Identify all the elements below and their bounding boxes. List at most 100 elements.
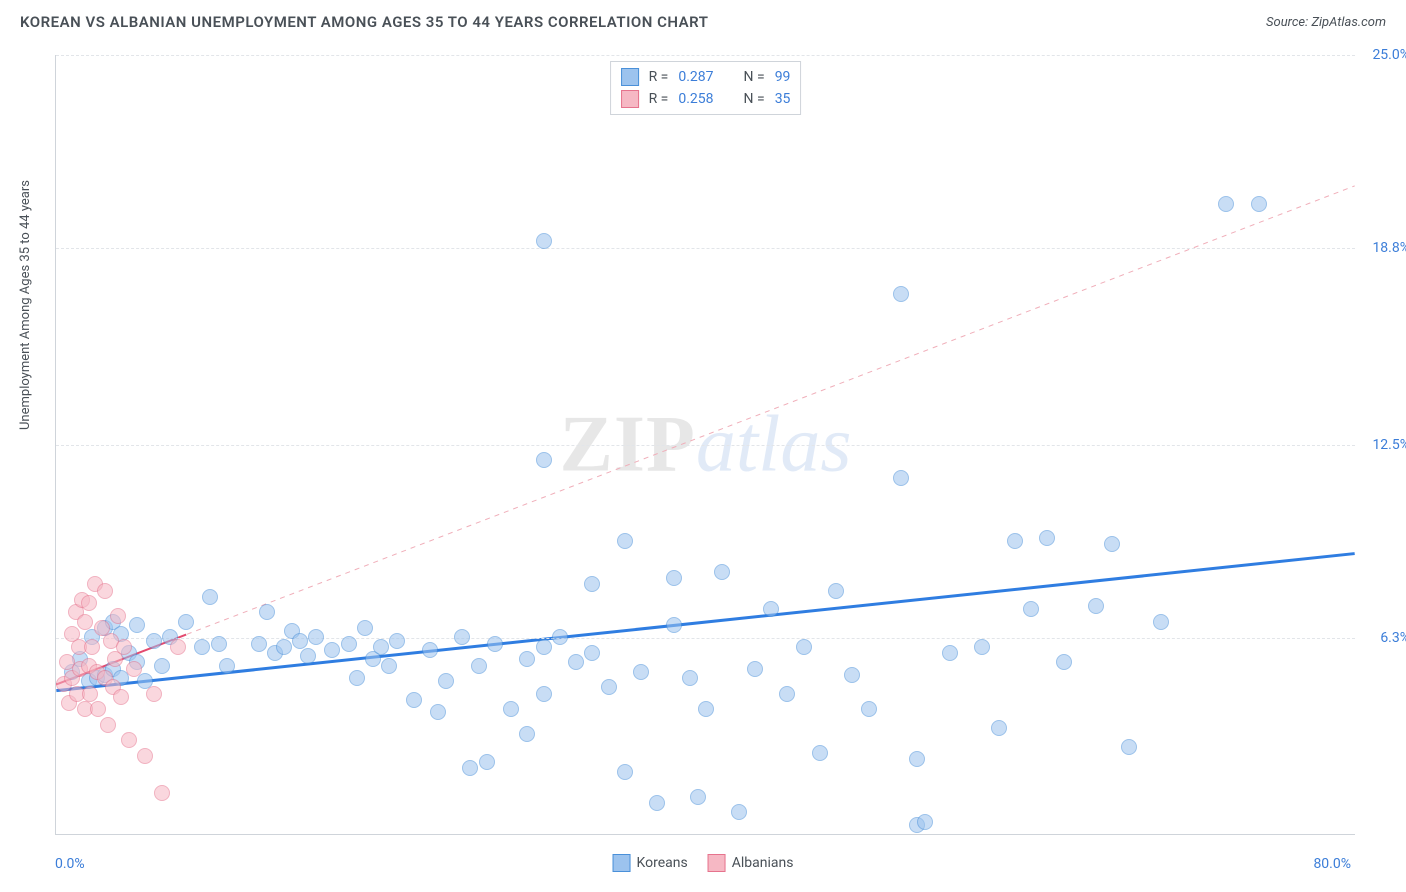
data-point-koreans (259, 604, 275, 620)
data-point-albanians (64, 626, 80, 642)
legend-label: Koreans (637, 855, 688, 871)
n-value: 35 (775, 91, 791, 107)
data-point-koreans (917, 814, 933, 830)
data-point-albanians (113, 689, 129, 705)
data-point-koreans (536, 452, 552, 468)
data-point-koreans (617, 533, 633, 549)
data-point-koreans (1121, 739, 1137, 755)
data-point-koreans (365, 651, 381, 667)
data-point-koreans (113, 670, 129, 686)
data-point-koreans (202, 589, 218, 605)
data-point-koreans (909, 817, 925, 833)
data-point-albanians (103, 633, 119, 649)
data-point-koreans (146, 633, 162, 649)
trend-line (56, 635, 186, 685)
data-point-albanians (61, 695, 77, 711)
data-point-koreans (113, 626, 129, 642)
data-point-albanians (154, 785, 170, 801)
legend-item-albanians: Albanians (708, 854, 794, 872)
data-point-koreans (601, 679, 617, 695)
data-point-koreans (893, 470, 909, 486)
source-text: Source: ZipAtlas.com (1266, 15, 1386, 30)
data-point-koreans (300, 648, 316, 664)
data-point-albanians (137, 748, 153, 764)
x-tick-end: 80.0% (1313, 856, 1351, 872)
data-point-koreans (324, 642, 340, 658)
data-point-koreans (292, 633, 308, 649)
scatter-plot: ZIPatlas R =0.287N =99R =0.258N =35 6.3%… (55, 55, 1355, 835)
data-point-koreans (1088, 598, 1104, 614)
data-point-koreans (731, 804, 747, 820)
data-point-koreans (406, 692, 422, 708)
header-bar: KOREAN VS ALBANIAN UNEMPLOYMENT AMONG AG… (0, 0, 1406, 44)
data-point-koreans (129, 654, 145, 670)
data-point-koreans (389, 633, 405, 649)
data-point-koreans (568, 654, 584, 670)
data-point-koreans (284, 623, 300, 639)
data-point-albanians (59, 654, 75, 670)
y-tick-label: 6.3% (1380, 630, 1406, 646)
data-point-albanians (121, 732, 137, 748)
data-point-albanians (107, 651, 123, 667)
data-point-koreans (1056, 654, 1072, 670)
data-point-koreans (154, 658, 170, 674)
r-value: 0.258 (678, 91, 713, 107)
data-point-koreans (991, 720, 1007, 736)
data-point-koreans (909, 751, 925, 767)
data-point-koreans (974, 639, 990, 655)
n-value: 99 (775, 69, 791, 85)
data-point-koreans (584, 645, 600, 661)
legend-item-koreans: Koreans (613, 854, 688, 872)
y-tick-label: 12.5% (1372, 437, 1406, 453)
n-label: N = (744, 69, 765, 85)
data-point-koreans (471, 658, 487, 674)
series-legend: Koreans Albanians (613, 854, 794, 872)
data-point-koreans (1251, 196, 1267, 212)
data-point-albanians (116, 639, 132, 655)
data-point-koreans (267, 645, 283, 661)
data-point-albanians (126, 661, 142, 677)
data-point-koreans (812, 745, 828, 761)
x-tick-start: 0.0% (55, 856, 85, 872)
r-value: 0.287 (678, 69, 713, 85)
data-point-koreans (373, 639, 389, 655)
data-point-koreans (178, 614, 194, 630)
watermark-zip: ZIP (560, 400, 696, 488)
data-point-koreans (1007, 533, 1023, 549)
data-point-koreans (219, 658, 235, 674)
y-tick-label: 25.0% (1372, 47, 1406, 63)
swatch-albanians (708, 854, 726, 872)
data-point-koreans (844, 667, 860, 683)
data-point-koreans (633, 664, 649, 680)
data-point-albanians (94, 620, 110, 636)
data-point-koreans (536, 686, 552, 702)
source-name: ZipAtlas.com (1311, 15, 1386, 30)
data-point-koreans (72, 651, 88, 667)
data-point-koreans (698, 701, 714, 717)
data-point-koreans (462, 760, 478, 776)
data-point-koreans (649, 795, 665, 811)
data-point-koreans (1104, 536, 1120, 552)
legend-label: Albanians (732, 855, 794, 871)
watermark-atlas: atlas (696, 400, 852, 488)
correlation-legend: R =0.287N =99R =0.258N =35 (610, 61, 802, 115)
data-point-koreans (357, 620, 373, 636)
data-point-koreans (666, 617, 682, 633)
data-point-koreans (81, 673, 97, 689)
data-point-koreans (779, 686, 795, 702)
gridline (56, 638, 1355, 639)
data-point-koreans (381, 658, 397, 674)
data-point-koreans (747, 661, 763, 677)
source-prefix: Source: (1266, 15, 1311, 30)
data-point-koreans (666, 570, 682, 586)
data-point-koreans (1023, 601, 1039, 617)
data-point-albanians (77, 701, 93, 717)
data-point-koreans (438, 673, 454, 689)
data-point-koreans (617, 764, 633, 780)
data-point-albanians (81, 595, 97, 611)
data-point-albanians (72, 661, 88, 677)
data-point-albanians (82, 686, 98, 702)
data-point-albanians (68, 604, 84, 620)
data-point-koreans (97, 667, 113, 683)
y-tick-label: 18.8% (1372, 240, 1406, 256)
